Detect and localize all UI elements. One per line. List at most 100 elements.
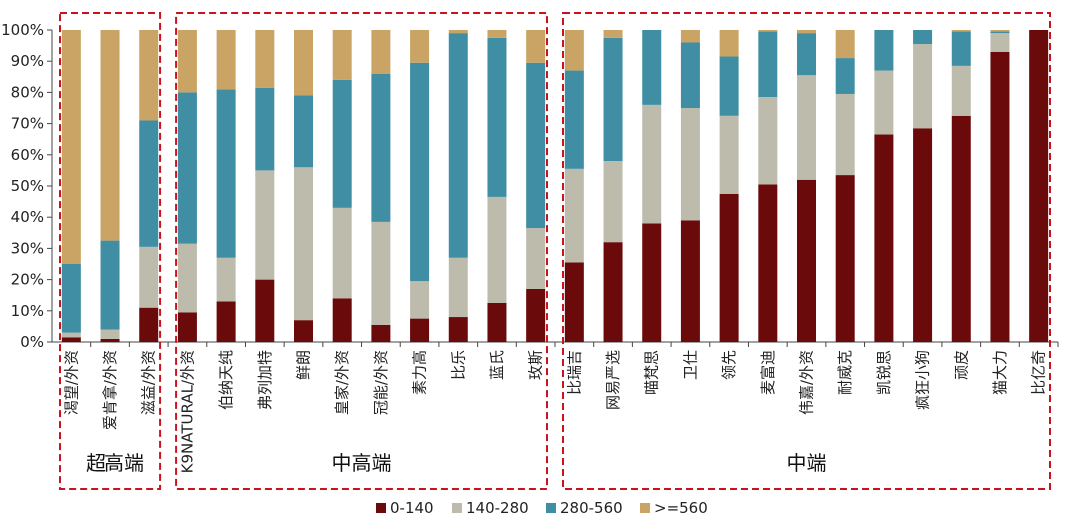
bar-segment-4: [255, 30, 275, 88]
bar-segment-4: [177, 30, 197, 93]
category-label: 猫大力: [991, 350, 1009, 395]
bar-segment-2: [990, 33, 1010, 52]
bar-segment-2: [487, 196, 507, 303]
bar-segment-1: [371, 324, 391, 342]
bar-segment-4: [990, 30, 1010, 32]
bar-segment-1: [758, 184, 778, 342]
category-label: 弗列加特: [256, 350, 274, 410]
category-label: 伟嘉/外资: [798, 350, 816, 415]
bar-segment-3: [100, 240, 120, 330]
bar-segment-4: [487, 30, 507, 38]
bar-segment-3: [216, 89, 236, 258]
bar-segment-2: [835, 93, 855, 176]
bar-segment-1: [642, 223, 662, 342]
bar-segment-2: [448, 257, 468, 318]
bar-segment-3: [603, 37, 623, 162]
bar-segment-3: [835, 58, 855, 94]
bar-segment-1: [61, 337, 81, 342]
bar-segment-4: [294, 30, 313, 96]
y-tick-label: 90%: [11, 52, 44, 70]
bar-segment-3: [913, 30, 933, 45]
bar-segment-3: [61, 264, 81, 333]
category-label: 麦富迪: [759, 350, 777, 395]
bar-segment-3: [990, 31, 1010, 34]
y-tick-label: 50%: [11, 177, 44, 195]
bar-segment-2: [255, 170, 275, 280]
bar-segment-2: [951, 65, 971, 116]
bar-segment-1: [448, 317, 468, 342]
y-tick-label: 40%: [11, 208, 44, 226]
bar-segment-3: [448, 33, 468, 258]
y-tick-label: 10%: [11, 302, 44, 320]
category-label: 比亿奇: [1030, 350, 1048, 395]
category-label: 卫仕: [681, 350, 699, 380]
bar-segment-3: [332, 79, 352, 208]
y-tick-label: 60%: [11, 146, 44, 164]
bar-segment-1: [294, 320, 313, 342]
bar-segment-4: [797, 30, 816, 34]
bar-segment-3: [487, 37, 507, 197]
bar-segment-2: [410, 281, 430, 319]
bar-segment-1: [177, 312, 197, 342]
bar-segment-2: [564, 168, 584, 263]
bar-segment-3: [294, 95, 313, 168]
bar-segment-2: [61, 332, 81, 338]
group-label: 超: [86, 451, 106, 475]
category-label: 玫斯: [527, 350, 545, 380]
bar-segment-1: [564, 262, 584, 342]
y-tick-label: 20%: [11, 271, 44, 289]
group-frame: [59, 12, 162, 490]
legend: 0-140 140-280 280-560 >=560: [376, 499, 708, 517]
bar-segment-3: [719, 56, 739, 116]
legend-swatch: [376, 503, 386, 513]
bar-segment-1: [139, 307, 159, 342]
category-label: 疯狂小狗: [914, 350, 932, 410]
bar-segment-1: [216, 301, 236, 342]
bar-segment-4: [448, 30, 468, 34]
group-frame: [562, 12, 1051, 490]
category-label: 爱肯拿/外资: [101, 350, 119, 430]
legend-label: 140-280: [466, 499, 529, 517]
bar-segment-1: [603, 242, 623, 342]
category-label: 比瑞吉: [565, 350, 583, 395]
bar-segment-2: [719, 115, 739, 194]
bar-segment-4: [371, 30, 391, 74]
category-label: 顽皮: [952, 350, 970, 380]
y-tick-label: 0%: [20, 333, 44, 351]
bar-segment-2: [371, 221, 391, 325]
bar-segment-1: [913, 128, 933, 342]
bar-segment-2: [758, 97, 778, 185]
group-label: 高: [104, 451, 124, 475]
bar-segment-2: [139, 246, 159, 308]
bar-segment-4: [216, 30, 236, 90]
bar-segment-3: [255, 87, 275, 171]
bar-segment-4: [680, 30, 700, 43]
category-label: 皇家/外资: [333, 350, 351, 415]
category-label: 渴望/外资: [62, 350, 80, 415]
bar-segment-4: [835, 30, 855, 59]
category-label: 凯锐思: [875, 350, 893, 395]
legend-label: >=560: [654, 499, 708, 517]
bar-segment-2: [526, 228, 546, 289]
bar-segment-3: [951, 31, 971, 66]
bar-segment-2: [642, 104, 662, 224]
bar-segment-2: [680, 108, 700, 221]
category-label: 喵梵思: [643, 350, 661, 395]
bar-segment-1: [255, 279, 275, 342]
y-tick-label: 80%: [11, 83, 44, 101]
category-label: 耐威克: [836, 350, 854, 395]
bar-segment-4: [100, 30, 120, 241]
bar-segment-3: [797, 33, 816, 76]
bar-segment-3: [139, 120, 159, 247]
bar-segment-2: [216, 257, 236, 302]
legend-swatch: [546, 503, 556, 513]
bar-segment-1: [990, 51, 1010, 343]
category-label: 鲜朗: [295, 350, 313, 380]
bar-segment-1: [100, 338, 120, 342]
bar-segment-4: [719, 30, 739, 57]
bar-segment-4: [564, 30, 584, 71]
bar-segment-2: [913, 44, 933, 129]
category-label: 比乐: [449, 350, 467, 380]
bar-segment-3: [526, 62, 546, 229]
bar-segment-4: [61, 30, 81, 264]
